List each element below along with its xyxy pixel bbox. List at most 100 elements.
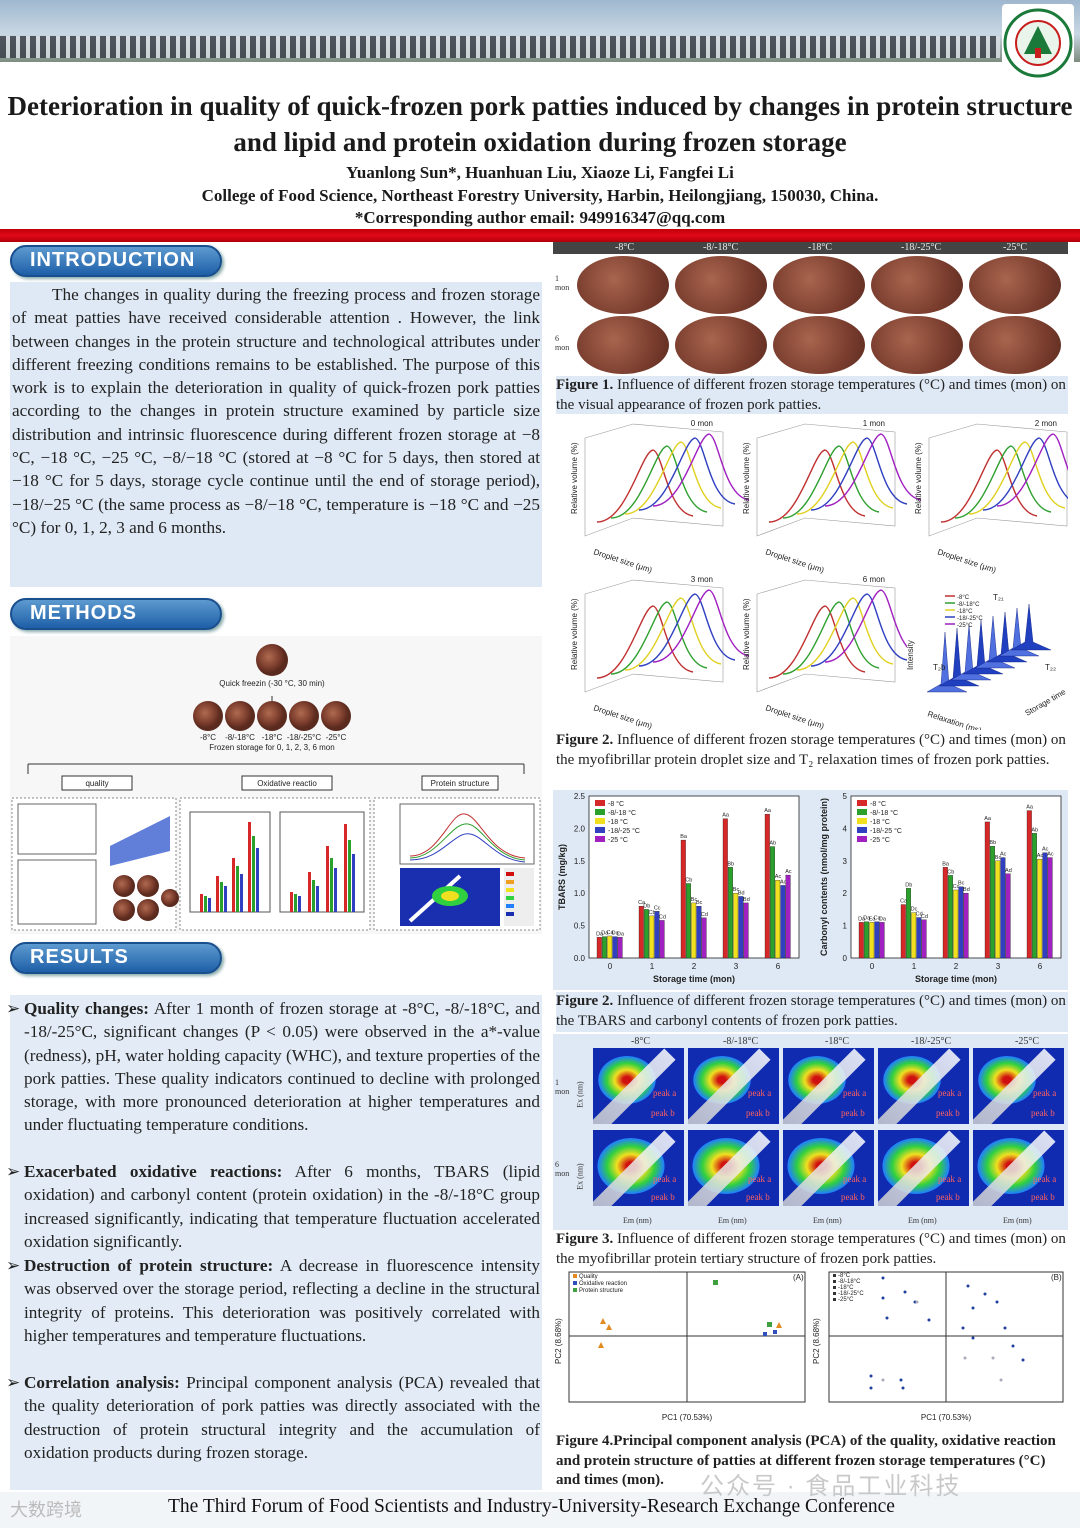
section-introduction: INTRODUCTION	[10, 245, 222, 277]
bar-data-label: Bc	[696, 900, 703, 906]
caption-label: Figure 2.	[556, 993, 614, 1009]
box-oxidative: Oxidative reactio	[257, 779, 317, 788]
pca-panel-b: (B)	[1051, 1273, 1062, 1282]
caption-label: Figure 1.	[556, 377, 614, 393]
x-tick-label: 3	[734, 962, 739, 971]
bar	[1037, 859, 1043, 959]
legend-swatch	[857, 809, 867, 815]
bar	[906, 888, 911, 959]
bar	[722, 818, 728, 959]
result-quality-changes: ➢ Quality changes: After 1 month of froz…	[6, 997, 540, 1137]
bar	[953, 889, 959, 959]
legend-label: -8°C	[957, 595, 970, 601]
storage-label: Frozen storage for 0, 1, 2, 3, 6 mon	[209, 743, 334, 752]
droplet-curve	[624, 597, 722, 671]
fluorescence-contour: peak a peak b	[783, 1048, 874, 1124]
caption-label: Figure 3.	[556, 1231, 614, 1247]
figure-4-caption: Figure 4.Principal component analysis (P…	[556, 1432, 1068, 1491]
building-silhouette	[0, 36, 1000, 58]
bar	[770, 846, 775, 959]
university-logo	[1002, 4, 1074, 82]
pca-panel-a: (A)	[793, 1273, 804, 1282]
result-heading: Destruction of protein structure:	[24, 1256, 274, 1275]
bar-data-label: Ca	[874, 916, 882, 922]
bar	[649, 915, 655, 959]
droplet-curve	[638, 437, 736, 511]
bar-data-label: Ea	[869, 916, 877, 922]
bar	[780, 885, 786, 959]
poster-title: Deterioration in quality of quick-frozen…	[7, 91, 1073, 157]
x-tick-label: 1	[912, 962, 917, 971]
droplet-curve	[940, 449, 1038, 523]
result-text: After 1 month of frozen storage at -8°C,…	[24, 999, 540, 1135]
pca-legend: -8/-18°C	[838, 1279, 861, 1285]
fig1-row-label: 6 mon	[555, 334, 570, 352]
bar-data-label: Aa	[1026, 805, 1034, 811]
legend-label: -18/-25 °C	[870, 827, 902, 835]
bar-data-label: Cd	[659, 914, 666, 920]
pca-legend: Quality	[579, 1274, 598, 1280]
bar	[659, 920, 665, 959]
figure-2-bars: 0.0 0.5 1.0 1.5 2.0 2.5 TBARS (mg/kg) Storage t…	[553, 790, 1068, 990]
box-quality: quality	[85, 779, 108, 788]
panel-label: 2 mon	[1035, 419, 1057, 428]
xlabel: Droplet size (μm)	[592, 703, 653, 730]
bar	[602, 936, 607, 959]
bar	[921, 919, 927, 959]
introduction-text: The changes in quality during the freezi…	[12, 285, 540, 537]
temp-label: -8/-18°C	[225, 733, 255, 742]
result-oxidative: ➢ Exacerbated oxidative reactions: After…	[6, 1160, 540, 1253]
legend-label: -8/-18 °C	[870, 809, 898, 817]
result-heading: Correlation analysis:	[24, 1373, 180, 1392]
bar	[1047, 857, 1053, 959]
result-heading: Quality changes:	[24, 999, 150, 1018]
bar	[728, 867, 733, 959]
caption-text: Influence of different frozen storage te…	[556, 1231, 1066, 1267]
fig3-xlabel: Em (nm)	[908, 1216, 937, 1225]
fig3-xlabel: Em (nm)	[623, 1216, 652, 1225]
legend-label: -18°C	[957, 609, 973, 615]
fig3-col-label: -8°C	[631, 1036, 650, 1047]
bar-data-label: Ba	[942, 861, 950, 867]
footer	[0, 1492, 1080, 1528]
legend-swatch	[595, 836, 605, 842]
bar-data-label: Ca	[900, 899, 908, 905]
fluorescence-contour: peak a peak b	[593, 1048, 684, 1124]
x-tick-label: 2	[692, 962, 697, 971]
bar	[963, 893, 969, 959]
droplet-panel: 2 mon Relative volume (%) Droplet size (μm…	[914, 419, 1080, 575]
droplet-curve	[954, 445, 1052, 519]
bar	[644, 909, 649, 959]
pca-xlabel: PC1 (70.53%)	[921, 1413, 972, 1422]
bar	[743, 902, 749, 959]
bar-data-label: Ab	[1031, 827, 1038, 833]
result-text: After 6 months, TBARS (lipid oxidation) …	[24, 1162, 540, 1251]
legend-label: -8/-18 °C	[608, 809, 636, 817]
intro-background	[10, 282, 542, 587]
pca-ylabel: PC2 (8.68%)	[812, 1318, 821, 1364]
droplet-panel: 0 mon Relative volume (%) Droplet size (μm…	[570, 419, 750, 575]
bar	[654, 911, 660, 959]
bar-chart: 0.0 0.5 1.0 1.5 2.0 2.5 TBARS (mg/kg) Storage t…	[557, 792, 800, 984]
bar	[1000, 857, 1006, 959]
pca-legend: -18°C	[838, 1285, 854, 1291]
legend-swatch	[595, 818, 605, 824]
xlabel: Droplet size (μm)	[936, 547, 997, 575]
fig1-col-label: -18/-25°C	[901, 242, 942, 253]
t2-peak	[926, 631, 968, 693]
droplet-curve	[596, 605, 694, 679]
droplet-panel: 1 mon Relative volume (%) Droplet size (μm…	[742, 419, 922, 575]
bar-data-label: Ac	[1047, 852, 1054, 858]
fig3-row-label: 6 mon	[555, 1160, 570, 1178]
y-tick-label: 2	[843, 889, 848, 898]
bar-data-label: Ac	[775, 874, 782, 880]
figure-4-pca: (A) (B) Quality Oxidative reaction Prote…	[553, 1268, 1068, 1428]
pca-legend: -25°C	[838, 1297, 854, 1303]
patty-photo	[969, 316, 1061, 374]
bar-data-label: Ab	[769, 841, 776, 847]
bar	[638, 906, 644, 959]
bar	[858, 922, 864, 959]
droplet-panel: 3 mon Relative volume (%) Droplet size (μm…	[570, 575, 750, 731]
y-tick-label: 4	[843, 824, 848, 833]
patty-photo	[871, 256, 963, 314]
